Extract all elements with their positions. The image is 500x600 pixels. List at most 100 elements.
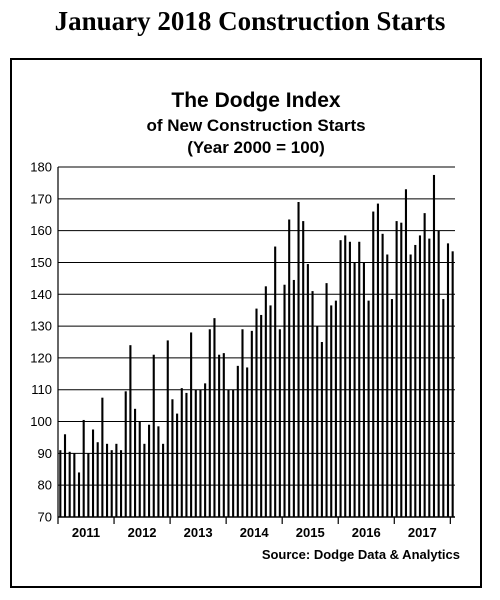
bar	[110, 450, 113, 517]
bar	[339, 240, 342, 517]
bar	[227, 389, 230, 517]
chart-subtitle-line-2: (Year 2000 = 100)	[187, 138, 325, 157]
y-tick-label: 100	[30, 414, 52, 429]
bar	[68, 451, 71, 517]
x-tick-label: 2016	[352, 525, 381, 540]
x-tick-label: 2015	[296, 525, 325, 540]
bar	[218, 354, 221, 517]
bar	[204, 383, 207, 517]
bar	[176, 413, 179, 517]
bar	[129, 345, 132, 517]
bar	[171, 399, 174, 517]
bar	[255, 308, 258, 517]
bar	[400, 222, 403, 517]
bar	[437, 230, 440, 518]
bar	[138, 421, 141, 517]
bar	[330, 305, 333, 517]
bar	[260, 314, 263, 517]
chart-frame	[10, 58, 482, 588]
chart-title: The Dodge Index	[171, 89, 341, 112]
bar	[306, 264, 309, 517]
bars	[59, 174, 454, 518]
bar	[395, 221, 398, 517]
bar	[358, 241, 361, 518]
bar	[311, 291, 314, 517]
bar	[344, 235, 347, 517]
bar	[162, 443, 165, 517]
bar	[264, 286, 267, 517]
x-tick-label: 2017	[408, 525, 437, 540]
y-tick-label: 120	[30, 350, 52, 365]
bar	[297, 202, 300, 517]
y-tick-label: 70	[38, 510, 52, 525]
bar	[148, 424, 151, 517]
bar	[101, 397, 104, 517]
bar	[241, 329, 244, 517]
bar	[96, 442, 99, 517]
x-tick-label: 2011	[72, 525, 100, 540]
bar	[451, 251, 454, 517]
y-tick-label: 80	[38, 478, 52, 493]
bar	[194, 389, 197, 517]
bar	[381, 233, 384, 517]
bar	[442, 299, 445, 517]
bar	[432, 174, 436, 518]
bar	[232, 389, 235, 517]
bar	[367, 300, 370, 517]
bar	[157, 426, 160, 517]
bar	[77, 472, 81, 517]
bar	[418, 235, 422, 517]
bar	[166, 340, 169, 517]
bar	[446, 243, 450, 517]
bar	[105, 443, 109, 517]
bar	[120, 450, 123, 517]
y-tick-label: 90	[38, 446, 52, 461]
bar	[390, 299, 393, 517]
bar	[124, 391, 127, 517]
page-title: January 2018 Construction Starts	[54, 6, 446, 36]
bar	[269, 305, 272, 517]
bar	[82, 419, 85, 517]
bar	[143, 443, 146, 517]
bar	[185, 392, 188, 517]
bar	[372, 211, 375, 517]
bar	[236, 365, 239, 517]
y-tick-label: 160	[30, 223, 52, 238]
bar	[208, 329, 211, 517]
source-note: Source: Dodge Data & Analytics	[262, 547, 460, 562]
bar	[59, 450, 62, 517]
bar	[376, 203, 379, 517]
bar	[63, 434, 67, 517]
bar	[91, 429, 95, 517]
bar	[213, 318, 216, 517]
y-axis-ticks: 70 80 90 100 110 120 130 140 150 160 170 180	[30, 160, 52, 525]
bar	[316, 326, 319, 517]
bar	[199, 389, 202, 517]
x-tick-label: 2012	[128, 525, 157, 540]
bar	[274, 246, 277, 517]
gridlines	[58, 166, 455, 486]
y-tick-label: 180	[30, 160, 52, 175]
chart-subtitle-line-1: of New Construction Starts	[146, 116, 365, 135]
bar	[250, 330, 253, 517]
bar	[190, 332, 193, 517]
bar	[73, 453, 76, 517]
bar	[334, 300, 337, 517]
bar	[414, 244, 417, 518]
bar	[222, 353, 225, 517]
bar	[283, 284, 286, 517]
bar	[134, 408, 137, 517]
bar	[288, 219, 291, 517]
bar	[353, 262, 356, 517]
bar	[362, 262, 365, 517]
bar	[302, 221, 305, 517]
axes	[57, 167, 455, 518]
bar	[409, 254, 412, 517]
bar	[404, 189, 408, 518]
bar	[246, 367, 249, 517]
bar	[386, 254, 389, 517]
x-axis-ticks: 2011 2012 2013 2014 2015 2016 2017	[57, 517, 451, 540]
y-tick-label: 170	[30, 191, 52, 206]
bar	[87, 453, 90, 517]
